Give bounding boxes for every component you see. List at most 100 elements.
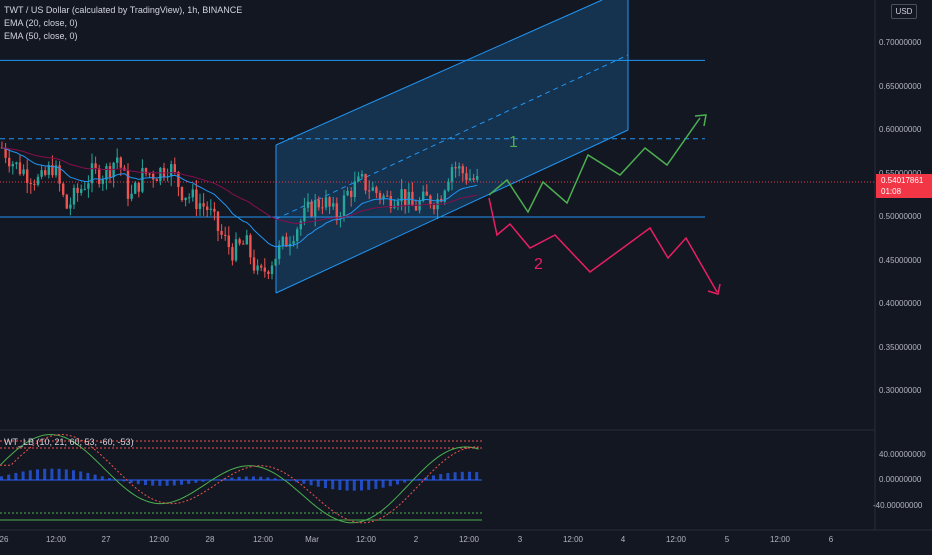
candle-body bbox=[361, 174, 363, 176]
osc-histogram-bar bbox=[238, 477, 241, 480]
candle-body bbox=[80, 189, 82, 193]
candle-body bbox=[210, 209, 212, 210]
candle-body bbox=[246, 235, 248, 244]
osc-histogram-bar bbox=[367, 480, 370, 490]
candle-body bbox=[476, 176, 478, 180]
time-tick: 12:00 bbox=[149, 535, 169, 544]
osc-histogram-bar bbox=[454, 472, 457, 480]
candle-body bbox=[141, 168, 143, 192]
candle-body bbox=[87, 183, 89, 189]
osc-histogram-bar bbox=[475, 472, 478, 480]
osc-histogram-bar bbox=[216, 479, 219, 480]
osc-histogram-bar bbox=[173, 480, 176, 485]
candle-body bbox=[40, 170, 42, 177]
candle-body bbox=[321, 207, 323, 208]
candle-body bbox=[231, 247, 233, 260]
scenario-1-arrowhead bbox=[695, 115, 706, 126]
osc-histogram-bar bbox=[252, 476, 255, 480]
candle-body bbox=[357, 176, 359, 181]
candle-body bbox=[228, 236, 230, 248]
osc-histogram-bar bbox=[317, 480, 320, 487]
candle-body bbox=[343, 195, 345, 216]
candle-body bbox=[458, 166, 460, 168]
candle-body bbox=[8, 158, 10, 166]
candle-body bbox=[386, 196, 388, 197]
candle-body bbox=[433, 205, 435, 209]
current-price-value: 0.54017861 bbox=[881, 175, 932, 186]
candle-body bbox=[98, 168, 100, 184]
osc-histogram-bar bbox=[101, 476, 104, 480]
osc-histogram-bar bbox=[338, 480, 341, 490]
osc-histogram-bar bbox=[108, 478, 111, 480]
candle-body bbox=[336, 203, 338, 219]
osc-histogram-bar bbox=[202, 480, 205, 482]
channel-fill bbox=[276, 0, 628, 293]
candle-body bbox=[271, 266, 273, 274]
osc-histogram-bar bbox=[14, 473, 17, 480]
candle-body bbox=[472, 178, 474, 180]
osc-tick: 40.00000000 bbox=[879, 450, 926, 459]
currency-button[interactable]: USD bbox=[891, 4, 917, 19]
osc-histogram-bar bbox=[122, 480, 125, 481]
ema50-legend[interactable]: EMA (50, close, 0) bbox=[4, 31, 78, 41]
osc-histogram-bar bbox=[137, 480, 140, 484]
candle-body bbox=[152, 174, 154, 180]
candle-body bbox=[350, 191, 352, 197]
candle-body bbox=[454, 167, 456, 168]
osc-histogram-bar bbox=[65, 469, 68, 480]
osc-histogram-bar bbox=[50, 469, 53, 480]
candle-body bbox=[278, 245, 280, 259]
candle-body bbox=[94, 163, 96, 168]
time-tick: 12:00 bbox=[563, 535, 583, 544]
osc-histogram-bar bbox=[396, 480, 399, 484]
ema20-legend[interactable]: EMA (20, close, 0) bbox=[4, 18, 78, 28]
candle-body bbox=[109, 166, 111, 177]
candle-body bbox=[15, 162, 17, 164]
candle-body bbox=[346, 191, 348, 195]
osc-histogram-bar bbox=[22, 472, 25, 480]
candle-body bbox=[148, 174, 150, 175]
candle-body bbox=[145, 168, 147, 174]
candle-body bbox=[364, 174, 366, 190]
candle-body bbox=[303, 208, 305, 221]
candle-body bbox=[195, 190, 197, 210]
candle-body bbox=[202, 203, 204, 206]
price-tick: 0.50000000 bbox=[879, 212, 921, 221]
candle-body bbox=[192, 190, 194, 198]
osc-histogram-bar bbox=[418, 479, 421, 480]
osc-histogram-bar bbox=[353, 480, 356, 491]
candle-body bbox=[253, 257, 255, 270]
candle-body bbox=[249, 235, 251, 257]
osc-histogram-bar bbox=[180, 480, 183, 485]
candle-body bbox=[235, 239, 237, 260]
candle-body bbox=[242, 244, 244, 245]
osc-histogram-bar bbox=[245, 476, 248, 480]
osc-histogram-bar bbox=[94, 475, 97, 480]
time-tick: 5 bbox=[725, 535, 729, 544]
oscillator-legend[interactable]: WT_LB (10, 21, 60, 53, -60, -53) bbox=[4, 437, 134, 447]
candle-body bbox=[159, 168, 161, 181]
time-tick: 12:00 bbox=[253, 535, 273, 544]
candle-body bbox=[188, 197, 190, 198]
time-tick: 12:00 bbox=[770, 535, 790, 544]
candle-body bbox=[102, 180, 104, 184]
candle-body bbox=[469, 178, 471, 180]
candle-body bbox=[76, 188, 78, 193]
candle-body bbox=[19, 162, 21, 174]
candle-body bbox=[282, 237, 284, 245]
candle-body bbox=[12, 164, 14, 166]
candle-body bbox=[404, 189, 406, 205]
candle-body bbox=[426, 192, 428, 196]
osc-histogram-bar bbox=[43, 469, 46, 480]
symbol-legend[interactable]: TWT / US Dollar (calculated by TradingVi… bbox=[4, 5, 242, 15]
candle-body bbox=[314, 200, 316, 216]
osc-histogram-bar bbox=[432, 475, 435, 480]
time-tick: 26 bbox=[0, 535, 8, 544]
osc-histogram-bar bbox=[439, 474, 442, 480]
osc-histogram-bar bbox=[446, 473, 449, 480]
candle-body bbox=[156, 179, 158, 181]
candle-body bbox=[224, 235, 226, 236]
osc-histogram-bar bbox=[86, 473, 89, 480]
